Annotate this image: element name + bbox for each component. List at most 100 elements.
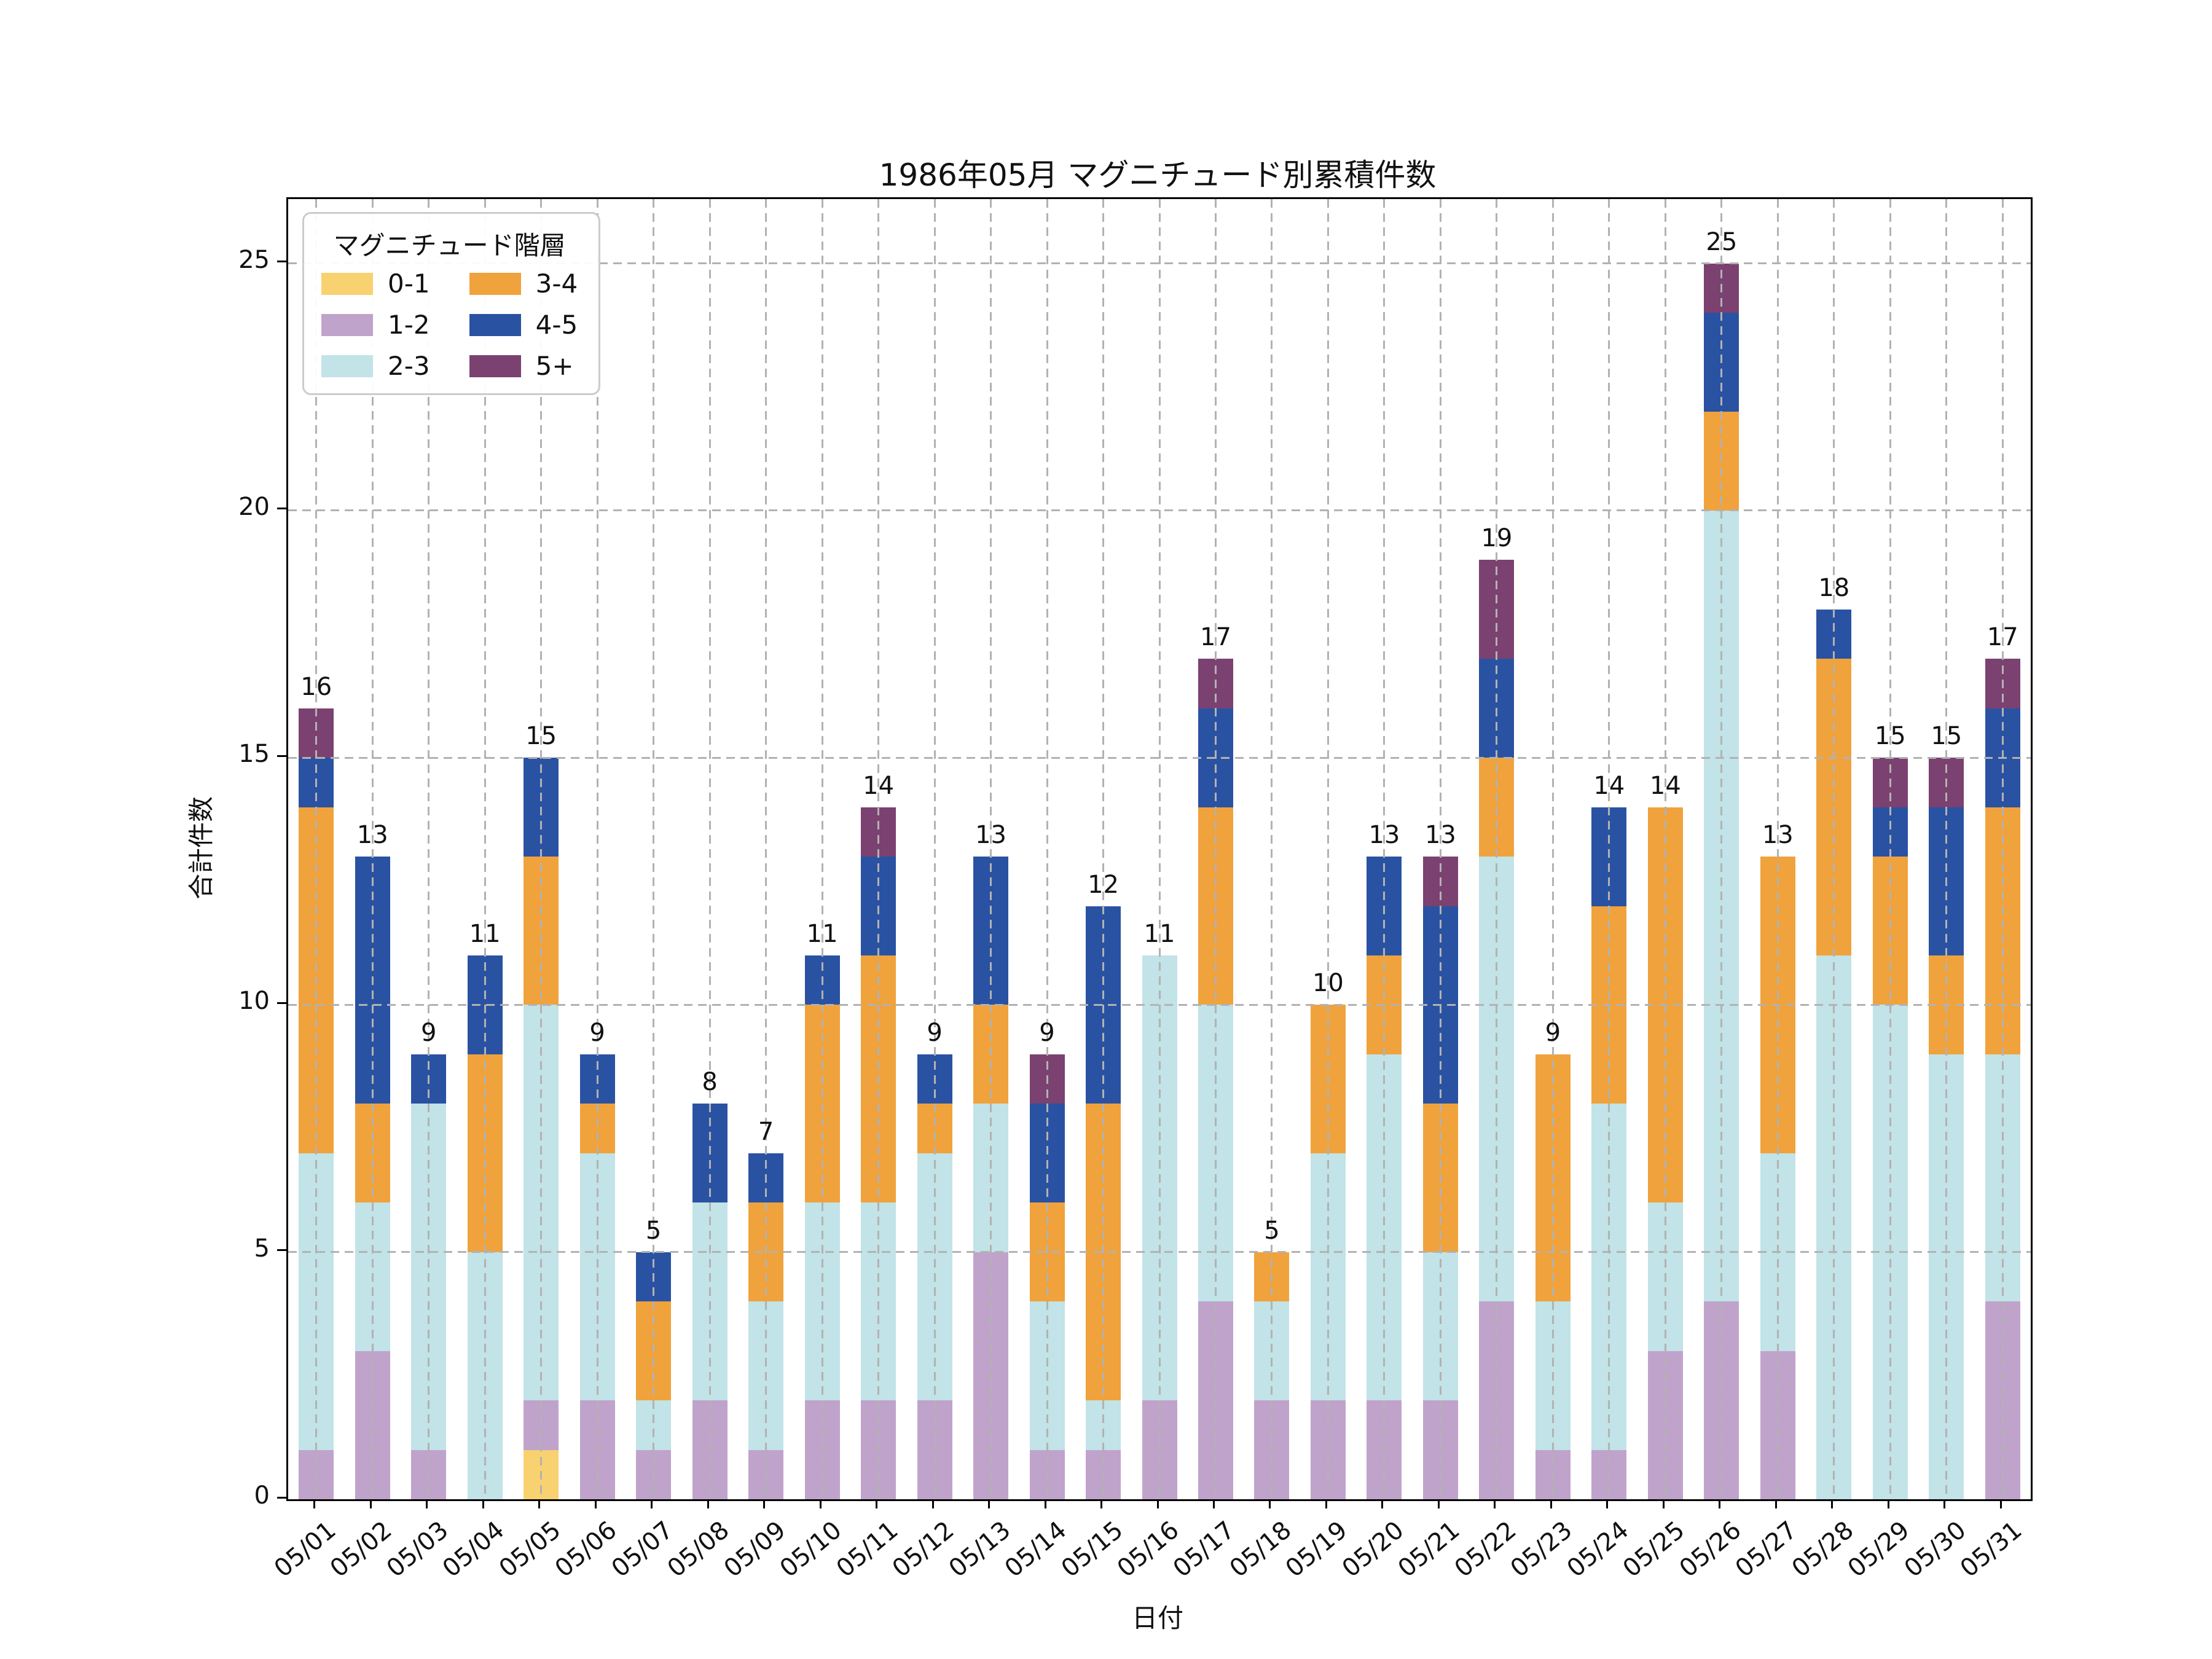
x-tick xyxy=(1831,1499,1834,1508)
x-tick xyxy=(1325,1499,1327,1508)
legend-title: マグニチュード階層 xyxy=(333,230,566,261)
gridline-v xyxy=(765,199,767,1499)
y-axis-label: 合計件数 xyxy=(186,796,216,900)
x-tick xyxy=(1494,1499,1496,1508)
bar-value-label: 9 xyxy=(589,1018,605,1047)
x-axis-label: 日付 xyxy=(1131,1603,1183,1633)
bar-value-label: 15 xyxy=(525,722,557,751)
y-tick xyxy=(277,1496,286,1499)
gridline-v xyxy=(540,199,543,1499)
legend-item: 4-5 xyxy=(469,310,578,340)
bar-value-label: 19 xyxy=(1481,524,1513,553)
x-tick xyxy=(651,1499,653,1508)
gridline-v xyxy=(933,199,936,1499)
gridline-v xyxy=(1271,199,1273,1499)
bar-value-label: 11 xyxy=(806,919,838,948)
y-tick-label: 5 xyxy=(254,1234,270,1263)
gridline-v xyxy=(484,199,486,1499)
bar-value-label: 5 xyxy=(1264,1216,1280,1245)
x-tick xyxy=(1775,1499,1777,1508)
legend-item: 1-2 xyxy=(321,310,430,340)
legend-swatch-2-3 xyxy=(321,355,373,377)
x-tick xyxy=(763,1499,766,1508)
x-tick xyxy=(1156,1499,1159,1508)
legend-item-label: 2-3 xyxy=(388,351,430,381)
x-tick xyxy=(1437,1499,1440,1508)
x-tick xyxy=(313,1499,316,1508)
legend-item: 5+ xyxy=(469,351,578,381)
gridline-v xyxy=(1496,199,1498,1499)
x-tick xyxy=(1550,1499,1552,1508)
legend-item: 2-3 xyxy=(321,351,430,381)
bar-value-label: 13 xyxy=(1368,821,1400,850)
x-tick xyxy=(1999,1499,2002,1508)
y-tick-label: 10 xyxy=(238,987,270,1016)
bar-value-label: 14 xyxy=(863,771,895,800)
x-tick xyxy=(707,1499,709,1508)
bar-value-label: 25 xyxy=(1706,227,1738,256)
gridline-v xyxy=(877,199,880,1499)
x-tick xyxy=(1662,1499,1665,1508)
y-tick xyxy=(277,261,286,263)
x-tick xyxy=(1044,1499,1046,1508)
x-tick xyxy=(1606,1499,1609,1508)
x-tick xyxy=(819,1499,822,1508)
x-tick xyxy=(369,1499,372,1508)
bar-value-label: 9 xyxy=(927,1018,943,1047)
legend-swatch-0-1 xyxy=(321,272,373,295)
legend-items: 0-1 3-4 1-2 4-5 2-3 5+ xyxy=(321,269,578,381)
y-tick xyxy=(277,1249,286,1252)
legend: マグニチュード階層 0-1 3-4 1-2 4-5 2-3 5+ xyxy=(302,212,601,395)
legend-swatch-5+ xyxy=(469,355,521,377)
x-tick xyxy=(1212,1499,1215,1508)
gridline-v xyxy=(596,199,598,1499)
chart-title: 1986年05月 マグニチュード別累積件数 xyxy=(879,157,1437,193)
x-tick xyxy=(988,1499,990,1508)
bar-value-label: 9 xyxy=(1545,1018,1561,1047)
gridline-v xyxy=(821,199,823,1499)
x-tick xyxy=(538,1499,541,1508)
legend-item-label: 1-2 xyxy=(388,310,430,340)
gridline-v xyxy=(1608,199,1610,1499)
x-tick xyxy=(1381,1499,1384,1508)
x-tick xyxy=(931,1499,934,1508)
x-tick xyxy=(1943,1499,1946,1508)
legend-swatch-4-5 xyxy=(469,313,521,336)
bar-value-label: 16 xyxy=(300,672,332,701)
bar-value-label: 14 xyxy=(1649,771,1681,800)
x-tick xyxy=(876,1499,878,1508)
x-tick xyxy=(482,1499,484,1508)
bar-value-label: 11 xyxy=(1143,919,1175,948)
bar-value-label: 7 xyxy=(758,1117,774,1146)
y-tick-label: 25 xyxy=(238,245,270,274)
bar-value-label: 10 xyxy=(1312,969,1344,998)
legend-swatch-1-2 xyxy=(321,313,373,336)
gridline-v xyxy=(1158,199,1161,1499)
bar-value-label: 13 xyxy=(1762,821,1794,850)
bar-value-label: 5 xyxy=(645,1216,662,1245)
gridline-v xyxy=(653,199,655,1499)
bar-value-label: 18 xyxy=(1818,573,1850,602)
gridline-v xyxy=(1945,199,1948,1499)
legend-item-label: 5+ xyxy=(535,351,574,381)
gridline-v xyxy=(1214,199,1217,1499)
bar-value-label: 17 xyxy=(1986,623,2018,652)
x-tick xyxy=(1719,1499,1721,1508)
legend-item-label: 0-1 xyxy=(388,269,430,299)
bar-value-label: 12 xyxy=(1088,870,1119,899)
y-tick-label: 0 xyxy=(254,1481,270,1510)
bar-value-label: 9 xyxy=(1039,1018,1055,1047)
gridline-v xyxy=(428,199,430,1499)
bar-value-label: 9 xyxy=(420,1018,437,1047)
y-tick-label: 15 xyxy=(238,740,270,769)
gridline-v xyxy=(1720,199,1723,1499)
gridline-v xyxy=(1046,199,1048,1499)
x-tick xyxy=(426,1499,428,1508)
gridline-v xyxy=(1383,199,1386,1499)
bar-value-label: 13 xyxy=(975,821,1006,850)
y-tick xyxy=(277,508,286,510)
plot-area: 16 13 9 11 15 9 5 8 7 11 14 9 13 9 12 11 17 5 10 13 13 19 9 14 1… xyxy=(286,197,2033,1501)
gridline-v xyxy=(1664,199,1666,1499)
x-tick xyxy=(1100,1499,1103,1508)
